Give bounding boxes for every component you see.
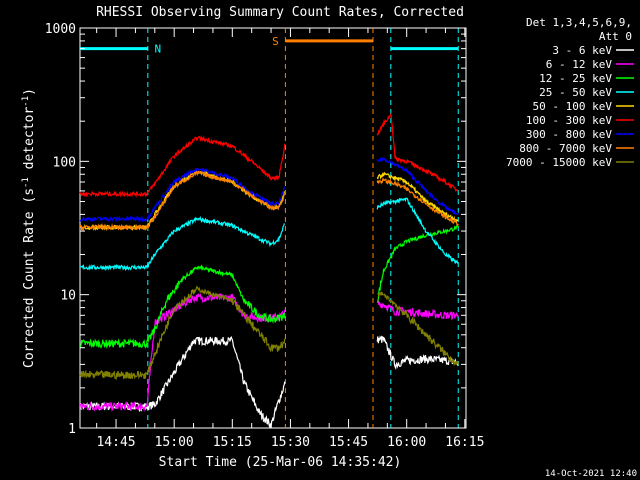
legend-entry-label: 100 - 300 keV <box>526 114 612 127</box>
series-12-25-kev <box>79 224 459 349</box>
y-axis-label: Corrected Count Rate (s-1 detector-1) <box>21 88 37 368</box>
y-tick-label: 10 <box>60 289 76 304</box>
series-100-300-kev <box>79 113 459 199</box>
legend-entry-label: 800 - 7000 keV <box>519 142 612 155</box>
legend-entry-label: 25 - 50 keV <box>539 86 612 99</box>
x-tick-label: 15:30 <box>271 435 310 450</box>
flag-layer: NS <box>80 28 459 428</box>
series-line <box>376 299 459 321</box>
x-tick-label: 15:45 <box>329 435 368 450</box>
series-line <box>79 335 286 429</box>
y-axis-label-end: ) <box>22 88 37 96</box>
series-line <box>79 135 286 199</box>
x-tick-label: 15:00 <box>155 435 194 450</box>
series-line <box>376 156 459 216</box>
series-line <box>79 215 285 272</box>
legend-entry-label: 50 - 100 keV <box>533 100 613 113</box>
flag-label-S: S <box>272 35 279 48</box>
plot-border <box>79 27 467 429</box>
series-line <box>376 113 459 193</box>
series-line <box>376 171 459 223</box>
series-line <box>79 264 286 349</box>
legend-entry-label: 300 - 800 keV <box>526 128 612 141</box>
legend-entry-label: 12 - 25 keV <box>539 72 612 85</box>
series-3-6-kev <box>79 335 459 429</box>
y-tick-label: 100 <box>53 155 76 170</box>
x-tick-label: 16:15 <box>445 435 484 450</box>
series-line <box>376 197 459 265</box>
series-line <box>376 224 459 303</box>
x-tick-label: 14:45 <box>96 435 135 450</box>
tick-layer: 1 10 100 1000 14:45 15:00 15:15 15:30 15:45 16:00… <box>45 22 485 450</box>
y-tick-label: 1000 <box>45 22 76 37</box>
plot-frame <box>79 27 467 429</box>
legend-header-line: Att 0 <box>599 30 632 43</box>
series-7000-15000-kev <box>79 285 459 381</box>
x-tick-label: 15:15 <box>213 435 252 450</box>
y-tick-label: 1 <box>68 422 76 437</box>
x-tick-label: 16:00 <box>387 435 426 450</box>
series-layer <box>79 113 459 429</box>
series-25-50-kev <box>79 197 459 272</box>
series-6-12-kev <box>79 292 459 412</box>
generation-timestamp: 14-Oct-2021 12:40 <box>545 469 637 479</box>
series-line <box>79 285 286 381</box>
series-line <box>79 170 285 232</box>
series-line <box>377 290 459 367</box>
series-800-7000-kev <box>79 170 459 232</box>
chart-title: RHESSI Observing Summary Count Rates, Co… <box>96 5 464 20</box>
y-axis-label-sup1: -1 <box>21 177 31 188</box>
series-line <box>376 177 459 226</box>
y-axis-label-main: Corrected Count Rate (s <box>22 188 37 368</box>
legend-entry-label: 7000 - 15000 keV <box>506 156 612 169</box>
flag-label-N: N <box>155 43 162 56</box>
y-axis-label-mid: detector <box>22 107 37 178</box>
series-line <box>376 335 459 371</box>
x-axis-label: Start Time (25-Mar-06 14:35:42) <box>159 455 402 470</box>
series-line <box>79 292 286 412</box>
legend-entry-label: 3 - 6 keV <box>552 44 612 57</box>
y-axis-label-sup2: -1 <box>21 96 31 107</box>
legend-entry-label: 6 - 12 keV <box>546 58 613 71</box>
legend-header-line: Det 1,3,4,5,6,9, <box>526 16 632 29</box>
